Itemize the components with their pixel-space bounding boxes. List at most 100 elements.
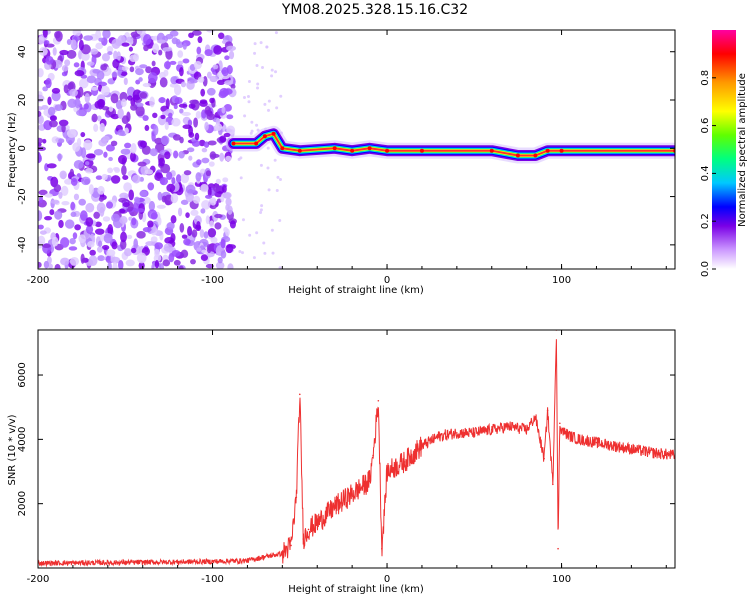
noise-blob (139, 64, 148, 69)
snr-point (307, 528, 310, 531)
noise-blob (182, 124, 192, 130)
noise-dot (241, 218, 245, 222)
noise-blob (70, 201, 76, 211)
noise-blob (180, 173, 190, 184)
snr-point (264, 555, 266, 558)
snr-point (543, 457, 545, 460)
noise-blob (47, 106, 56, 116)
noise-blob (119, 91, 128, 103)
spectrogram-xlabel: Height of straight line (km) (288, 285, 424, 296)
noise-blob (122, 202, 130, 208)
noise-dot (270, 228, 274, 232)
noise-blob (68, 246, 78, 251)
noise-blob (210, 236, 218, 244)
noise-blob (139, 190, 148, 197)
noise-blob (51, 87, 61, 94)
noise-blob (209, 197, 217, 206)
noise-blob (95, 30, 102, 40)
noise-blob (121, 42, 130, 47)
noise-blob (38, 94, 45, 103)
noise-blob (181, 234, 188, 239)
noise-blob (141, 145, 151, 155)
ridge-point (332, 146, 337, 151)
noise-blob (102, 135, 110, 142)
noise-blob (165, 200, 171, 206)
noise-blob (158, 263, 165, 269)
colorbar-tick-label: 0.4 (700, 165, 711, 181)
noise-blob (128, 189, 134, 201)
ridge-point (489, 148, 494, 153)
noise-blob (229, 50, 235, 60)
noise-blob (74, 97, 81, 109)
noise-blob (189, 79, 198, 84)
noise-blob (222, 191, 232, 199)
noise-blob (114, 167, 121, 173)
noise-blob (73, 193, 80, 201)
noise-blob (196, 159, 202, 166)
noise-blob (208, 161, 215, 167)
noise-blob (44, 193, 53, 198)
noise-blob (212, 64, 219, 70)
noise-dot (278, 266, 282, 269)
snr-xtick-label: -200 (27, 574, 50, 585)
noise-blob (74, 70, 85, 77)
noise-blob (144, 124, 150, 131)
noise-blob (78, 234, 86, 244)
snr-point (281, 552, 284, 555)
noise-dot (275, 106, 279, 110)
noise-blob (107, 261, 112, 269)
noise-blob (55, 30, 63, 42)
snr-point (525, 428, 528, 431)
noise-blob (189, 99, 199, 105)
snr-point (333, 506, 336, 508)
noise-blob (85, 161, 90, 166)
noise-blob (173, 104, 178, 110)
noise-blob (60, 185, 69, 196)
noise-blob (178, 103, 188, 108)
noise-dot (259, 41, 263, 45)
noise-blob (90, 86, 99, 91)
noise-blob (42, 30, 48, 38)
snr-point (372, 454, 374, 457)
noise-blob (205, 263, 214, 269)
noise-blob (191, 140, 201, 147)
snr-point (368, 480, 371, 482)
noise-blob (158, 71, 166, 80)
noise-dot (262, 241, 266, 245)
colorbar-tick-label: 0.8 (700, 70, 711, 86)
noise-blob (111, 38, 121, 49)
snr-ytick-label: 2000 (17, 491, 28, 516)
noise-blob (110, 113, 120, 120)
noise-blob (98, 240, 103, 247)
noise-blob (131, 217, 137, 226)
noise-blob (200, 254, 209, 262)
noise-dot (249, 131, 253, 135)
noise-dot (260, 204, 264, 208)
ridge-point (385, 148, 390, 153)
noise-blob (130, 103, 138, 111)
noise-blob (73, 62, 80, 68)
noise-dot (265, 45, 269, 49)
snr-point (124, 561, 127, 564)
snr-point (302, 538, 305, 540)
noise-blob (171, 117, 181, 127)
spectrogram-xtick-label: -100 (201, 275, 224, 286)
noise-dot (256, 86, 260, 90)
noise-blob (38, 261, 42, 268)
noise-blob (229, 220, 236, 229)
noise-blob (81, 176, 91, 186)
noise-blob (125, 259, 135, 267)
noise-blob (190, 258, 196, 265)
noise-blob (188, 155, 193, 161)
noise-blob (129, 54, 138, 63)
snr-ticks: -200 -100 0 100 2000 4000 6000 (17, 330, 675, 585)
noise-blob (98, 99, 106, 108)
noise-blob (61, 71, 68, 77)
noise-blob (38, 224, 44, 230)
noise-dot (252, 256, 256, 260)
noise-blob (214, 123, 223, 131)
noise-blob (99, 122, 106, 133)
noise-blob (165, 33, 174, 40)
noise-blob (83, 35, 94, 41)
noise-blob (66, 49, 77, 59)
